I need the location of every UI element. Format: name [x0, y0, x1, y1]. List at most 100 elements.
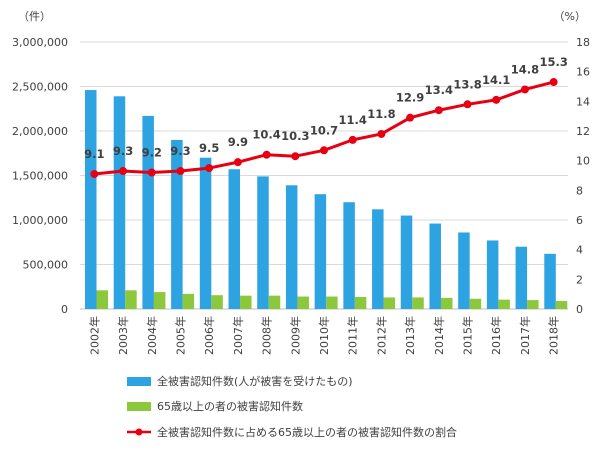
x-tick-label: 2007年 — [231, 316, 245, 355]
left-axis-ticks: 0 500,000 1,000,000 1,500,000 2,000,000 2,500… — [12, 36, 68, 316]
x-tick-label: 2012年 — [374, 316, 388, 355]
x-tick-label: 2002年 — [87, 316, 101, 355]
right-tick-label: 12 — [576, 125, 590, 138]
ratio-point — [205, 164, 214, 173]
ratio-data-label: 10.3 — [281, 129, 309, 143]
x-tick-label: 2016年 — [489, 316, 503, 355]
bar-total — [113, 96, 126, 309]
right-axis-unit: （%） — [554, 10, 586, 23]
legend-swatch-ratio-marker — [135, 428, 143, 436]
bar-elderly — [498, 299, 510, 309]
ratio-point — [434, 106, 443, 115]
legend: 全被害認知件数(人が被害を受けたもの) 65歳以上の者の被害認知件数 全被害認知… — [127, 374, 457, 439]
left-tick-label: 2,000,000 — [12, 125, 68, 138]
bar-elderly — [527, 300, 539, 309]
bar-total — [515, 246, 528, 309]
legend-swatch-elderly — [127, 402, 151, 411]
ratio-point — [262, 150, 271, 159]
bar-elderly — [240, 295, 252, 309]
ratio-data-label: 11.8 — [367, 107, 395, 121]
bar-elderly — [354, 296, 367, 309]
right-tick-label: 14 — [576, 95, 590, 108]
x-tick-label: 2004年 — [145, 316, 159, 355]
x-tick-label: 2017年 — [518, 316, 532, 355]
ratio-data-labels: 9.1 9.3 9.2 9.3 9.5 9.9 10.4 10.3 10.711.4 11.812… — [84, 55, 568, 161]
x-tick-label: 2014年 — [432, 316, 446, 355]
bar-total — [429, 223, 441, 309]
bar-total — [285, 185, 298, 309]
right-tick-label: 2 — [576, 273, 583, 286]
left-tick-label: 500,000 — [23, 259, 69, 272]
ratio-data-label: 12.9 — [396, 91, 424, 105]
x-tick-label: 2003年 — [116, 316, 130, 355]
ratio-point — [176, 167, 185, 176]
bar-elderly — [153, 292, 166, 309]
right-tick-label: 4 — [576, 244, 583, 257]
left-tick-label: 3,000,000 — [12, 36, 68, 49]
bar-elderly — [182, 293, 195, 309]
legend-label-total: 全被害認知件数(人が被害を受けたもの) — [157, 374, 353, 388]
ratio-data-label: 9.1 — [84, 147, 104, 161]
bar-total — [228, 169, 241, 309]
ratio-data-label: 10.7 — [310, 123, 338, 137]
x-tick-label: 2010年 — [317, 316, 331, 355]
right-tick-label: 16 — [576, 66, 590, 79]
ratio-point — [406, 113, 415, 122]
ratio-point — [320, 146, 328, 155]
ratio-data-label: 15.3 — [539, 55, 567, 69]
bar-total — [400, 215, 413, 309]
right-tick-label: 0 — [576, 303, 583, 316]
ratio-point — [119, 167, 128, 176]
bar-total — [343, 202, 355, 309]
ratio-data-label: 9.2 — [142, 146, 162, 160]
bar-elderly — [412, 297, 424, 309]
ratio-data-label: 9.9 — [228, 135, 248, 149]
left-tick-label: 1,000,000 — [12, 214, 68, 227]
ratio-point — [377, 129, 386, 138]
bars — [85, 90, 568, 310]
ratio-point — [549, 78, 558, 87]
x-tick-label: 2018年 — [547, 316, 561, 355]
ratio-data-label: 13.8 — [453, 77, 481, 91]
legend-label-ratio: 全被害認知件数に占める65歳以上の者の被害認知件数の割合 — [157, 425, 457, 439]
ratio-point — [233, 158, 242, 167]
right-tick-label: 6 — [576, 214, 583, 227]
right-tick-label: 18 — [576, 36, 590, 49]
bar-total — [199, 157, 212, 309]
ratio-data-label: 13.4 — [425, 83, 453, 97]
left-tick-label: 1,500,000 — [12, 170, 68, 183]
right-axis-ticks: 0 2 4 6 8 10 12 14 16 18 — [576, 36, 590, 316]
x-tick-label: 2015年 — [461, 316, 475, 355]
bar-total — [372, 209, 384, 309]
bar-total — [486, 240, 499, 309]
ratio-point — [463, 100, 472, 109]
bar-elderly — [96, 290, 108, 309]
bar-elderly — [125, 290, 137, 309]
legend-swatch-total — [127, 377, 151, 386]
left-tick-label: 0 — [61, 303, 68, 316]
x-axis-ticks: 2002年 2003年 2004年 2005年 2006年 2007年 2008年 2009年… — [87, 316, 560, 355]
x-tick-label: 2005年 — [173, 316, 187, 355]
ratio-point — [348, 135, 357, 144]
ratio-data-label: 14.8 — [511, 62, 539, 76]
ratio-point — [90, 170, 99, 179]
bar-total — [142, 115, 154, 310]
bar-total — [171, 139, 183, 309]
left-axis-unit: （件） — [18, 10, 51, 23]
x-tick-label: 2009年 — [288, 316, 302, 355]
ratio-data-label: 9.3 — [113, 144, 133, 158]
bar-elderly — [383, 297, 396, 309]
bar-total — [257, 176, 269, 309]
right-tick-label: 8 — [576, 184, 583, 197]
bar-total — [314, 194, 327, 309]
bar-total — [458, 232, 470, 309]
bar-elderly — [211, 295, 223, 309]
bar-elderly — [469, 298, 482, 309]
x-tick-label: 2013年 — [403, 316, 417, 355]
bar-total — [85, 90, 97, 309]
ratio-point — [291, 152, 300, 161]
ratio-point — [147, 168, 156, 177]
bar-total — [544, 253, 556, 309]
x-tick-label: 2011年 — [346, 316, 360, 355]
